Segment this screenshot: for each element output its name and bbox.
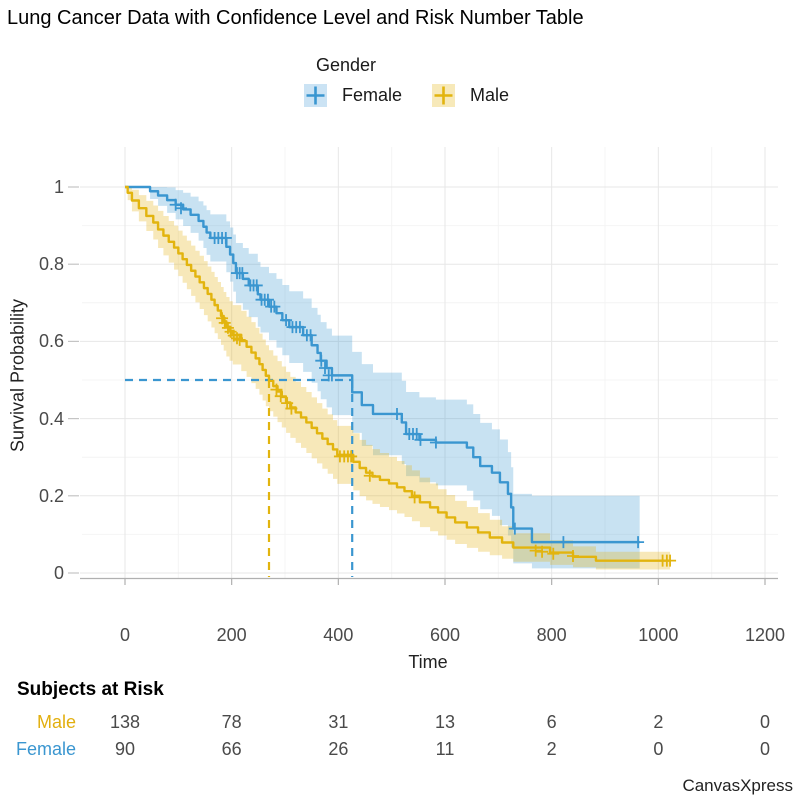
confidence-band-male bbox=[125, 187, 671, 570]
x-tick-label: 400 bbox=[323, 625, 354, 645]
risk-value: 0 bbox=[759, 739, 770, 759]
legend-item-female[interactable]: Female bbox=[304, 84, 402, 107]
legend-label-male: Male bbox=[470, 85, 510, 105]
risk-value: 13 bbox=[434, 712, 456, 732]
risk-row-label-male: Male bbox=[36, 712, 76, 732]
x-tick-label: 600 bbox=[429, 625, 461, 645]
x-tick-label: 800 bbox=[536, 625, 567, 645]
risk-value: 2 bbox=[653, 712, 664, 732]
legend: Female Male bbox=[304, 84, 509, 107]
y-tick-label: 0.2 bbox=[38, 485, 64, 506]
x-axis-title: Time bbox=[408, 652, 448, 672]
male-swatch-icon bbox=[432, 84, 456, 107]
y-tick-label: 0.4 bbox=[38, 408, 64, 429]
y-tick-label: 0.6 bbox=[38, 331, 64, 352]
y-tick-label: 0.8 bbox=[38, 254, 64, 275]
risk-value: 6 bbox=[546, 712, 557, 732]
confidence-band-female bbox=[125, 187, 640, 569]
risk-value: 11 bbox=[435, 739, 455, 759]
legend-title: Gender bbox=[316, 55, 377, 75]
y-tick-label: 1 bbox=[53, 177, 64, 197]
canvasxpress-watermark: CanvasXpress bbox=[682, 776, 793, 795]
chart-title: Lung Cancer Data with Confidence Level a… bbox=[7, 7, 584, 29]
y-tick-label: 0 bbox=[53, 563, 64, 583]
risk-value: 0 bbox=[759, 712, 770, 732]
x-tick-label: 1200 bbox=[744, 625, 786, 645]
risk-table-heading: Subjects at Risk bbox=[17, 679, 164, 700]
risk-value: 138 bbox=[109, 712, 141, 732]
legend-item-male[interactable]: Male bbox=[432, 84, 509, 107]
risk-value: 26 bbox=[328, 739, 349, 759]
risk-value: 90 bbox=[114, 739, 136, 759]
legend-label-female: Female bbox=[342, 85, 403, 105]
risk-value: 78 bbox=[221, 712, 242, 732]
risk-value: 2 bbox=[546, 739, 557, 759]
x-tick-label: 0 bbox=[119, 625, 130, 645]
censor-marks-female bbox=[169, 198, 645, 549]
censor-marks-male bbox=[216, 312, 677, 567]
female-swatch-icon bbox=[304, 84, 327, 107]
y-axis-title: Survival Probability bbox=[7, 298, 28, 453]
risk-row-label-female: Female bbox=[15, 739, 76, 759]
x-tick-label: 1000 bbox=[638, 625, 679, 645]
risk-value: 0 bbox=[653, 739, 664, 759]
x-tick-label: 200 bbox=[216, 625, 247, 645]
risk-value: 66 bbox=[221, 739, 242, 759]
risk-value: 31 bbox=[328, 712, 349, 732]
